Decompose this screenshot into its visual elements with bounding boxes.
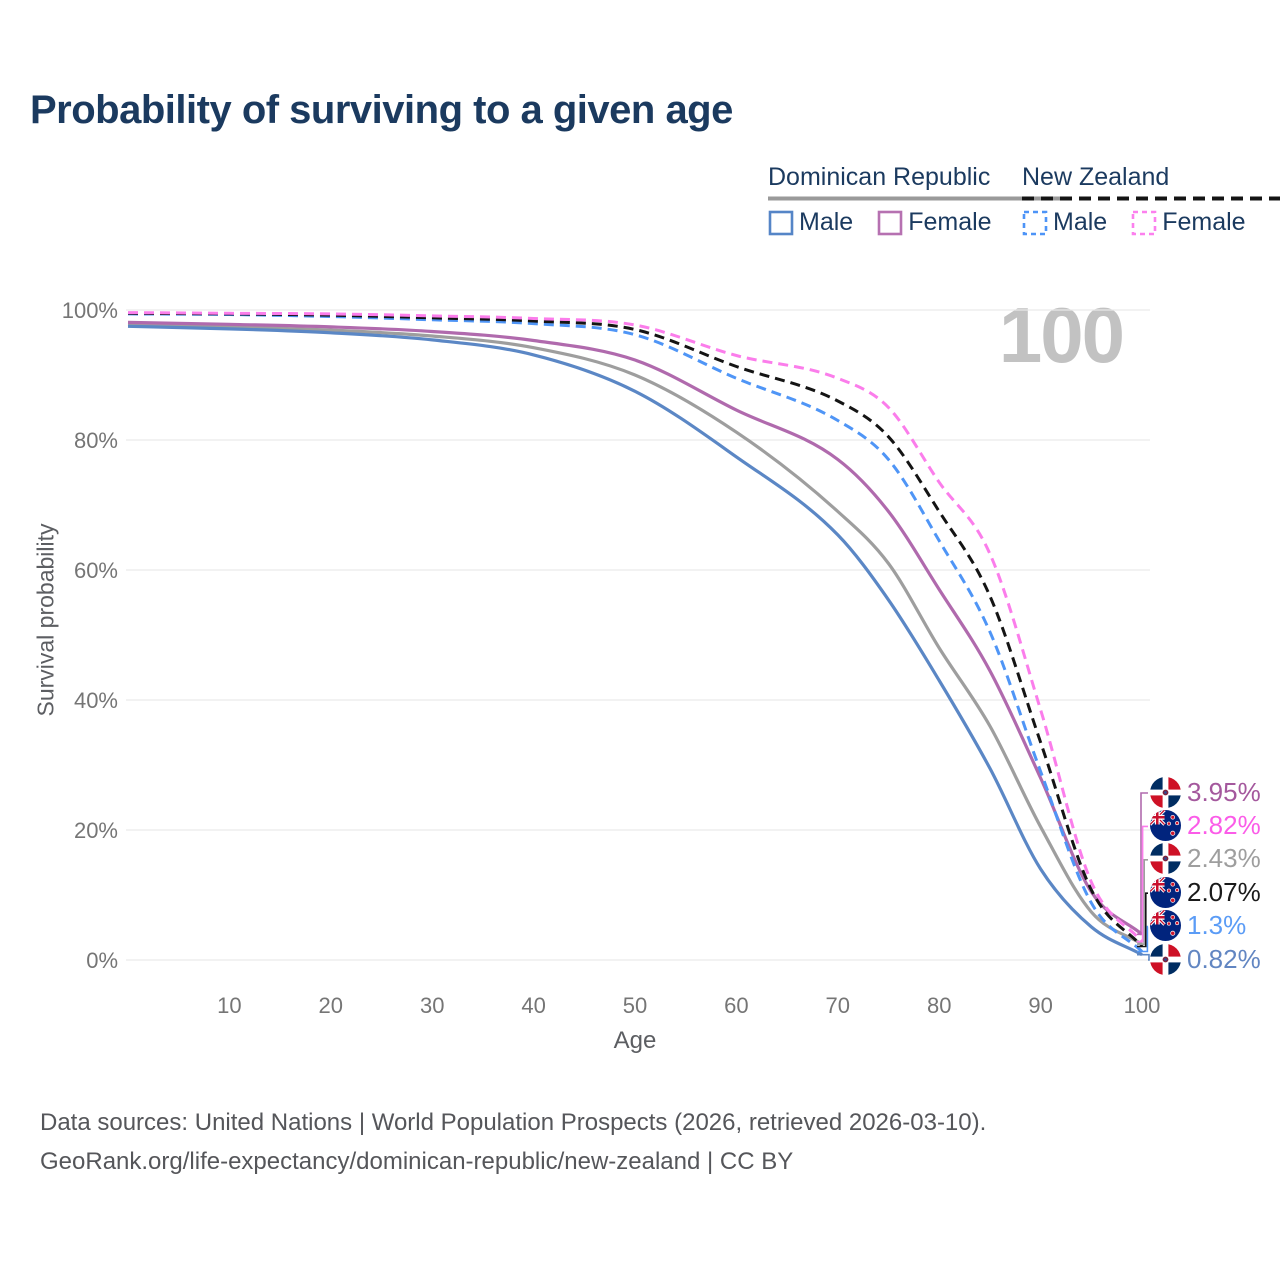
x-tick-label: 10 bbox=[217, 993, 241, 1018]
series-line-dominican-republic-male bbox=[127, 324, 1143, 957]
legend-label-nz-male: Male bbox=[1053, 208, 1108, 236]
legend-group-dominican-republic: Dominican Republic Male Female bbox=[768, 163, 1068, 237]
nz-female-swatch-icon bbox=[1131, 210, 1157, 235]
x-tick-label: 60 bbox=[724, 993, 748, 1018]
x-tick-label: 90 bbox=[1028, 993, 1052, 1018]
legend-country-new-zealand: New Zealand bbox=[1022, 163, 1170, 191]
series-line-new-zealand-male bbox=[127, 312, 1144, 953]
legend-label-nz-female: Female bbox=[1162, 208, 1246, 236]
nz-male-swatch-icon bbox=[1022, 210, 1048, 235]
legend-group-new-zealand: New Zealand Male Female bbox=[1022, 163, 1280, 237]
x-tick-label: 100 bbox=[1124, 993, 1161, 1018]
new-zealand-dashed-line-key bbox=[1022, 196, 1280, 201]
series-line-new-zealand-total bbox=[127, 311, 1144, 948]
legend-item-nz-female[interactable]: Female bbox=[1131, 208, 1246, 237]
footer: Data sources: United Nations | World Pop… bbox=[40, 1104, 986, 1182]
legend-item-dr-female[interactable]: Female bbox=[877, 208, 992, 237]
dominican-republic-solid-line-key bbox=[768, 196, 1068, 201]
x-tick-label: 50 bbox=[623, 993, 647, 1018]
y-tick-label: 100% bbox=[62, 298, 118, 323]
end-label-leader-line bbox=[1137, 953, 1150, 961]
series-line-new-zealand-female bbox=[127, 311, 1144, 943]
series-line-dominican-republic-total bbox=[127, 322, 1143, 946]
y-tick-label: 40% bbox=[74, 688, 118, 713]
end-label-leader-line bbox=[1137, 825, 1148, 943]
y-tick-label: 80% bbox=[74, 428, 118, 453]
end-label-leader-line bbox=[1137, 859, 1148, 945]
y-tick-label: 0% bbox=[86, 948, 118, 973]
legend-country-dominican-republic: Dominican Republic bbox=[768, 163, 991, 191]
legend-label-dr-female: Female bbox=[908, 208, 992, 236]
legend-label-dr-male: Male bbox=[799, 208, 854, 236]
x-tick-label: 70 bbox=[826, 993, 850, 1018]
footer-url-line: GeoRank.org/life-expectancy/dominican-re… bbox=[40, 1147, 794, 1175]
series-line-dominican-republic-female bbox=[127, 320, 1144, 936]
x-axis-title: Age bbox=[614, 1027, 657, 1054]
end-label-leader-line bbox=[1137, 892, 1148, 948]
footer-source-line: Data sources: United Nations | World Pop… bbox=[40, 1109, 987, 1136]
legend: Dominican Republic Male Female bbox=[0, 163, 1280, 243]
page-title: Probability of surviving to a given age bbox=[30, 88, 733, 132]
y-tick-label: 20% bbox=[74, 818, 118, 843]
age-counter-watermark: 100 bbox=[998, 291, 1125, 379]
end-label-leader-line bbox=[1137, 792, 1148, 936]
x-tick-label: 40 bbox=[521, 993, 545, 1018]
x-tick-label: 80 bbox=[927, 993, 951, 1018]
y-tick-label: 60% bbox=[74, 558, 118, 583]
x-tick-label: 20 bbox=[319, 993, 343, 1018]
dr-male-swatch-icon bbox=[768, 210, 794, 235]
legend-item-dr-male[interactable]: Male bbox=[768, 208, 853, 237]
end-label-leader-line bbox=[1137, 925, 1149, 953]
x-tick-label: 30 bbox=[420, 993, 444, 1018]
legend-item-nz-male[interactable]: Male bbox=[1022, 208, 1107, 237]
dr-female-swatch-icon bbox=[877, 210, 903, 235]
